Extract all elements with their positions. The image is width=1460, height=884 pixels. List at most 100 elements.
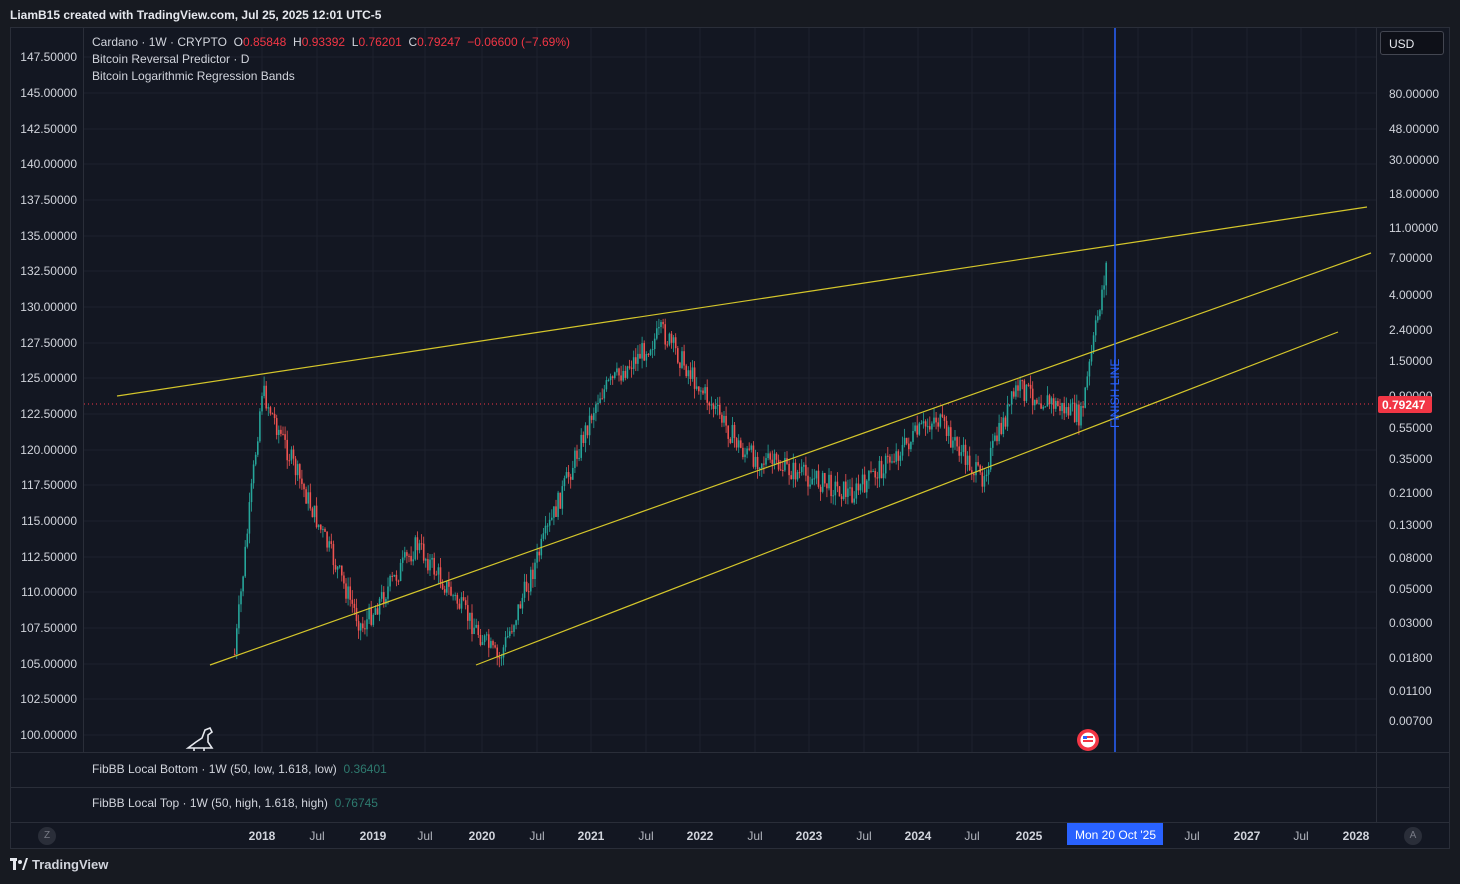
- candle-body: [576, 450, 578, 459]
- candle-body: [364, 628, 366, 630]
- left-scale-label: 117.50000: [21, 478, 77, 492]
- candle-body: [292, 449, 295, 459]
- indicator-legend-1[interactable]: Bitcoin Reversal Predictor · D: [92, 52, 250, 66]
- candle-body: [1023, 380, 1026, 401]
- candle-body: [624, 371, 627, 378]
- candle-body: [811, 478, 813, 485]
- candle-body: [530, 569, 532, 592]
- candle-body: [502, 647, 505, 658]
- candle-body: [301, 478, 303, 484]
- candle-body: [977, 462, 979, 466]
- candle-body: [746, 448, 748, 455]
- right-scale-label: 18.00000: [1389, 187, 1440, 201]
- candle-body: [397, 580, 400, 582]
- candle-body: [687, 370, 690, 377]
- candle-body: [721, 414, 723, 423]
- candle-body: [1040, 403, 1042, 409]
- candle-body: [359, 623, 362, 631]
- candle-body: [1010, 391, 1013, 405]
- left-scale-label: 130.00000: [20, 300, 77, 314]
- left-scale-label: 127.50000: [20, 336, 77, 350]
- right-scale-label: 0.00700: [1389, 714, 1433, 728]
- right-price-scale[interactable]: 80.00000 48.00000 30.00000 18.00000 11.00000…: [1376, 28, 1450, 752]
- left-scale-label: 125.00000: [20, 371, 77, 385]
- candle-body: [836, 481, 839, 487]
- candle-body: [395, 574, 398, 581]
- candle-body: [586, 425, 589, 436]
- event-flag-icon[interactable]: [1077, 729, 1099, 751]
- candle-body: [1002, 417, 1005, 435]
- candle-body: [263, 385, 265, 397]
- candle-body: [521, 597, 524, 609]
- candle-body: [656, 328, 658, 339]
- candle-body: [788, 463, 790, 476]
- candle-body: [469, 612, 471, 621]
- candle-body: [391, 575, 393, 577]
- symbol-name: Cardano · 1W · CRYPTO: [92, 35, 227, 49]
- candle-body: [756, 456, 759, 470]
- fibbb-top-legend[interactable]: FibBB Local Top · 1W (50, high, 1.618, h…: [92, 796, 378, 810]
- time-axis-label: Jul: [638, 829, 654, 843]
- candle-body: [897, 451, 900, 461]
- candle-body: [1086, 376, 1089, 388]
- candle-body: [1103, 285, 1105, 290]
- candle-body: [979, 465, 981, 473]
- candle-body: [517, 604, 519, 621]
- candle-body: [500, 657, 503, 659]
- candle-body: [882, 473, 885, 479]
- indicator-legend-2[interactable]: Bitcoin Logarithmic Regression Bands: [92, 69, 295, 83]
- candle-body: [441, 583, 444, 590]
- left-price-scale[interactable]: 147.50000 145.00000 142.50000 140.00000 137.…: [10, 28, 84, 752]
- candle-body: [796, 472, 799, 480]
- candle-body: [250, 483, 253, 503]
- candle-body: [590, 415, 593, 420]
- currency-selector[interactable]: USD: [1380, 31, 1444, 55]
- time-axis-label: 2027: [1233, 829, 1261, 843]
- candle-body: [880, 460, 883, 479]
- candle-body: [832, 495, 834, 497]
- candle-body: [765, 458, 767, 465]
- fibbb-top-panel[interactable]: [10, 787, 1376, 823]
- candle-body: [908, 443, 910, 450]
- candle-body: [584, 425, 587, 443]
- candle-body: [758, 468, 761, 470]
- right-scale-label: 11.00000: [1389, 221, 1439, 235]
- candle-body: [939, 414, 942, 427]
- left-scale-label: 132.50000: [20, 264, 77, 278]
- time-axis[interactable]: 2018 Jul 2019 Jul 2020 Jul 2021 Jul 2022 Jul 2023 J…: [10, 822, 1450, 849]
- credit-text: LiamB15 created with TradingView.com, Ju…: [10, 8, 382, 22]
- candle-body: [847, 488, 849, 497]
- candle-body: [544, 525, 547, 534]
- candle-body: [744, 454, 746, 458]
- symbol-legend[interactable]: Cardano · 1W · CRYPTO O0.85848 H0.93392 …: [92, 35, 570, 49]
- fibbb-bottom-panel[interactable]: [10, 752, 1376, 788]
- left-scale-label: 137.50000: [20, 193, 77, 207]
- fibbb-bottom-scale: [1376, 752, 1450, 788]
- candle-body: [582, 434, 585, 443]
- candle-body: [954, 437, 956, 441]
- candle-body: [437, 567, 440, 575]
- candle-body: [534, 562, 536, 580]
- candle-body: [618, 368, 620, 376]
- candle-body: [1015, 385, 1017, 397]
- candle-body: [536, 551, 538, 563]
- candle-body: [941, 414, 944, 417]
- candle-body: [1044, 406, 1047, 408]
- candle-body: [332, 544, 335, 566]
- candle-body: [857, 483, 860, 491]
- auto-scale-button[interactable]: A: [1404, 827, 1422, 845]
- left-scale-label: 115.00000: [21, 514, 77, 528]
- candle-body: [607, 380, 610, 382]
- candle-body: [343, 575, 345, 584]
- fibbb-bottom-legend[interactable]: FibBB Local Bottom · 1W (50, low, 1.618,…: [92, 762, 387, 776]
- candle-body: [912, 430, 914, 442]
- candle-body: [935, 417, 937, 423]
- zoom-reset-button[interactable]: Z: [38, 827, 56, 845]
- candle-body: [716, 404, 719, 407]
- right-scale-label: 0.03000: [1389, 616, 1433, 630]
- candle-body: [966, 455, 969, 465]
- candle-body: [420, 543, 423, 545]
- candle-body: [315, 505, 318, 528]
- candle-body: [299, 464, 301, 479]
